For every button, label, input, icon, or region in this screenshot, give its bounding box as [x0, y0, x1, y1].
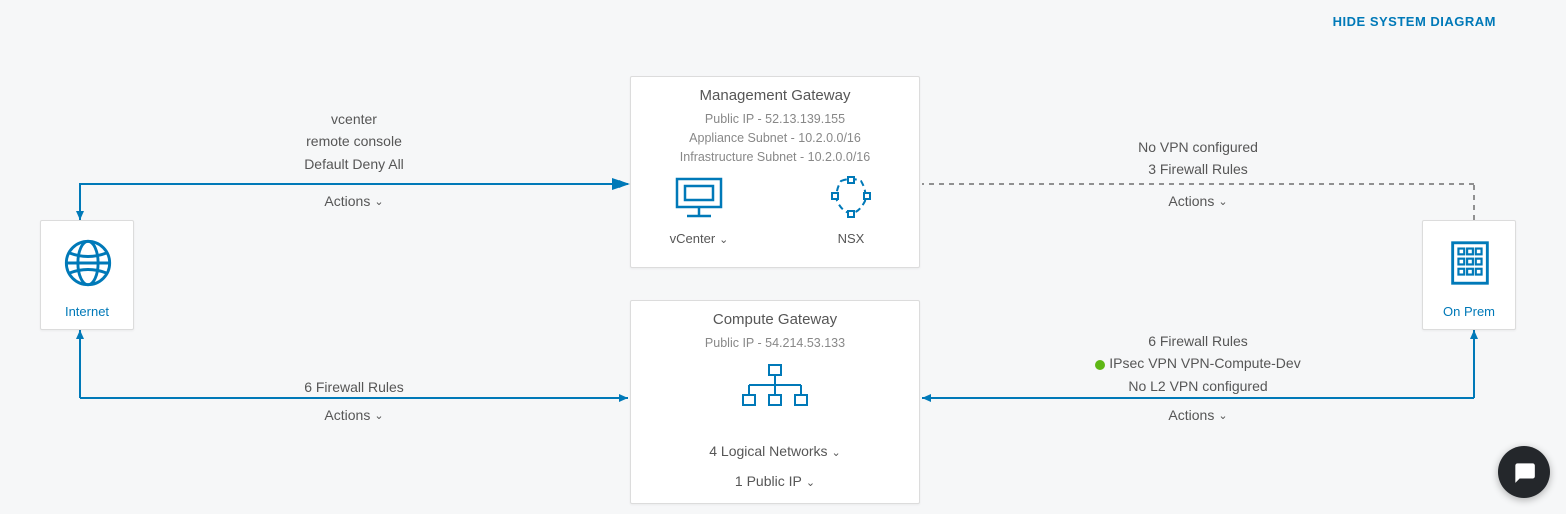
onprem-card[interactable]: On Prem: [1422, 220, 1516, 330]
arrowhead-internet-up: [76, 330, 84, 339]
compute-publicip: Public IP - 54.214.53.133: [631, 334, 919, 353]
conn-compute-onprem-actions-wrap: Actions⌄: [922, 404, 1474, 426]
public-ip-row[interactable]: 1 Public IP ⌄: [631, 473, 919, 489]
conn-compute-onprem: 6 Firewall Rules IPsec VPN VPN-Compute-D…: [922, 330, 1474, 397]
chevron-down-icon: ⌄: [374, 408, 383, 426]
chevron-down-icon: ⌄: [832, 446, 841, 459]
conn-ic-actions-label: Actions: [324, 407, 370, 423]
conn-internet-compute: 6 Firewall Rules: [80, 376, 628, 398]
public-ip-label: 1 Public IP: [735, 473, 802, 489]
conn-co-actions[interactable]: Actions⌄: [1168, 407, 1227, 423]
conn-internet-compute-actions-wrap: Actions⌄: [80, 404, 628, 426]
nsx-icon: [827, 173, 875, 221]
chat-launcher[interactable]: [1498, 446, 1550, 498]
network-icon: [739, 363, 811, 413]
onprem-label: On Prem: [1423, 304, 1515, 319]
status-dot-green: [1095, 360, 1105, 370]
compute-title: Compute Gateway: [631, 311, 919, 328]
conn-co-actions-label: Actions: [1168, 407, 1214, 423]
monitor-icon: [673, 175, 725, 219]
chevron-down-icon: ⌄: [806, 476, 815, 489]
internet-card[interactable]: Internet: [40, 220, 134, 330]
conn-mgmt-onprem-actions-wrap: Actions⌄: [922, 190, 1474, 212]
conn-im-actions-label: Actions: [324, 193, 370, 209]
globe-icon: [62, 237, 114, 289]
conn-co-line-1-text: IPsec VPN VPN-Compute-Dev: [1109, 355, 1300, 371]
conn-mo-actions[interactable]: Actions⌄: [1168, 193, 1227, 209]
conn-internet-mgmt: vcenter remote console Default Deny All: [80, 108, 628, 175]
chevron-down-icon: ⌄: [1218, 194, 1227, 212]
chat-icon: [1511, 459, 1537, 485]
nsx-block[interactable]: NSX: [811, 171, 891, 246]
logical-networks-label: 4 Logical Networks: [709, 443, 827, 459]
conn-mgmt-onprem: No VPN configured 3 Firewall Rules: [922, 136, 1474, 181]
hide-system-diagram-link[interactable]: HIDE SYSTEM DIAGRAM: [1333, 14, 1496, 29]
conn-co-line-2: No L2 VPN configured: [922, 375, 1474, 397]
conn-ic-line-0: 6 Firewall Rules: [80, 376, 628, 398]
internet-label: Internet: [41, 304, 133, 319]
mgmt-title: Management Gateway: [631, 87, 919, 104]
chevron-down-icon: ⌄: [1218, 408, 1227, 426]
conn-im-actions[interactable]: Actions⌄: [324, 193, 383, 209]
building-icon: [1444, 237, 1496, 289]
mgmt-line-2: Infrastructure Subnet - 10.2.0.0/16: [631, 148, 919, 167]
chevron-down-icon: ⌄: [719, 233, 728, 246]
conn-mo-line-1: 3 Firewall Rules: [922, 158, 1474, 180]
compute-gateway-card[interactable]: Compute Gateway Public IP - 54.214.53.13…: [630, 300, 920, 504]
vcenter-label: vCenter: [670, 231, 716, 246]
mgmt-line-0: Public IP - 52.13.139.155: [631, 110, 919, 129]
conn-mo-actions-label: Actions: [1168, 193, 1214, 209]
chevron-down-icon: ⌄: [374, 194, 383, 212]
mgmt-line-1: Appliance Subnet - 10.2.0.0/16: [631, 129, 919, 148]
conn-im-line-2: Default Deny All: [80, 153, 628, 175]
conn-im-line-1: remote console: [80, 130, 628, 152]
conn-co-line-1: IPsec VPN VPN-Compute-Dev: [922, 352, 1474, 374]
conn-internet-mgmt-actions-wrap: Actions⌄: [80, 190, 628, 212]
conn-im-line-0: vcenter: [80, 108, 628, 130]
conn-mo-line-0: No VPN configured: [922, 136, 1474, 158]
management-gateway-card[interactable]: Management Gateway Public IP - 52.13.139…: [630, 76, 920, 268]
nsx-label: NSX: [811, 231, 891, 246]
logical-networks-row[interactable]: 4 Logical Networks ⌄: [631, 443, 919, 459]
conn-ic-actions[interactable]: Actions⌄: [324, 407, 383, 423]
vcenter-block[interactable]: vCenter⌄: [659, 171, 739, 246]
conn-co-line-0: 6 Firewall Rules: [922, 330, 1474, 352]
